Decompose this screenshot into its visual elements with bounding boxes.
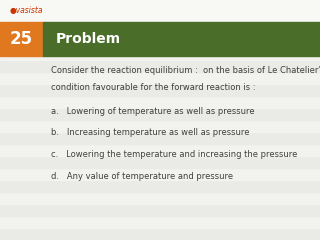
Bar bbox=[0, 60, 320, 72]
Bar bbox=[0, 84, 320, 96]
Bar bbox=[0, 72, 320, 84]
Bar bbox=[0, 108, 320, 120]
Bar bbox=[0, 22, 43, 56]
Text: condition favourable for the forward reaction is :: condition favourable for the forward rea… bbox=[51, 83, 256, 92]
Bar bbox=[0, 12, 320, 24]
Text: b.   Increasing temperature as well as pressure: b. Increasing temperature as well as pre… bbox=[51, 128, 250, 137]
Text: Consider the reaction equilibrium :  on the basis of Le Chatelier’s principle, t: Consider the reaction equilibrium : on t… bbox=[51, 66, 320, 75]
Bar bbox=[0, 204, 320, 216]
Bar bbox=[0, 168, 320, 180]
Bar bbox=[0, 36, 320, 48]
Bar bbox=[43, 22, 320, 56]
Bar bbox=[0, 156, 320, 168]
Bar bbox=[0, 24, 320, 36]
Bar bbox=[0, 48, 320, 60]
Text: 25: 25 bbox=[10, 30, 33, 48]
Bar bbox=[0, 132, 320, 144]
Bar bbox=[0, 0, 320, 12]
Text: c.   Lowering the temperature and increasing the pressure: c. Lowering the temperature and increasi… bbox=[51, 150, 298, 159]
Bar bbox=[0, 120, 320, 132]
Text: Problem: Problem bbox=[56, 32, 121, 46]
Bar bbox=[0, 216, 320, 228]
Text: d.   Any value of temperature and pressure: d. Any value of temperature and pressure bbox=[51, 172, 233, 180]
Bar bbox=[0, 192, 320, 204]
Bar bbox=[0, 144, 320, 156]
Bar bbox=[0, 180, 320, 192]
Bar bbox=[0, 228, 320, 240]
Bar bbox=[0, 0, 320, 22]
Text: a.   Lowering of temperature as well as pressure: a. Lowering of temperature as well as pr… bbox=[51, 107, 255, 116]
Bar bbox=[0, 96, 320, 108]
Text: ●vasista: ●vasista bbox=[10, 6, 43, 15]
